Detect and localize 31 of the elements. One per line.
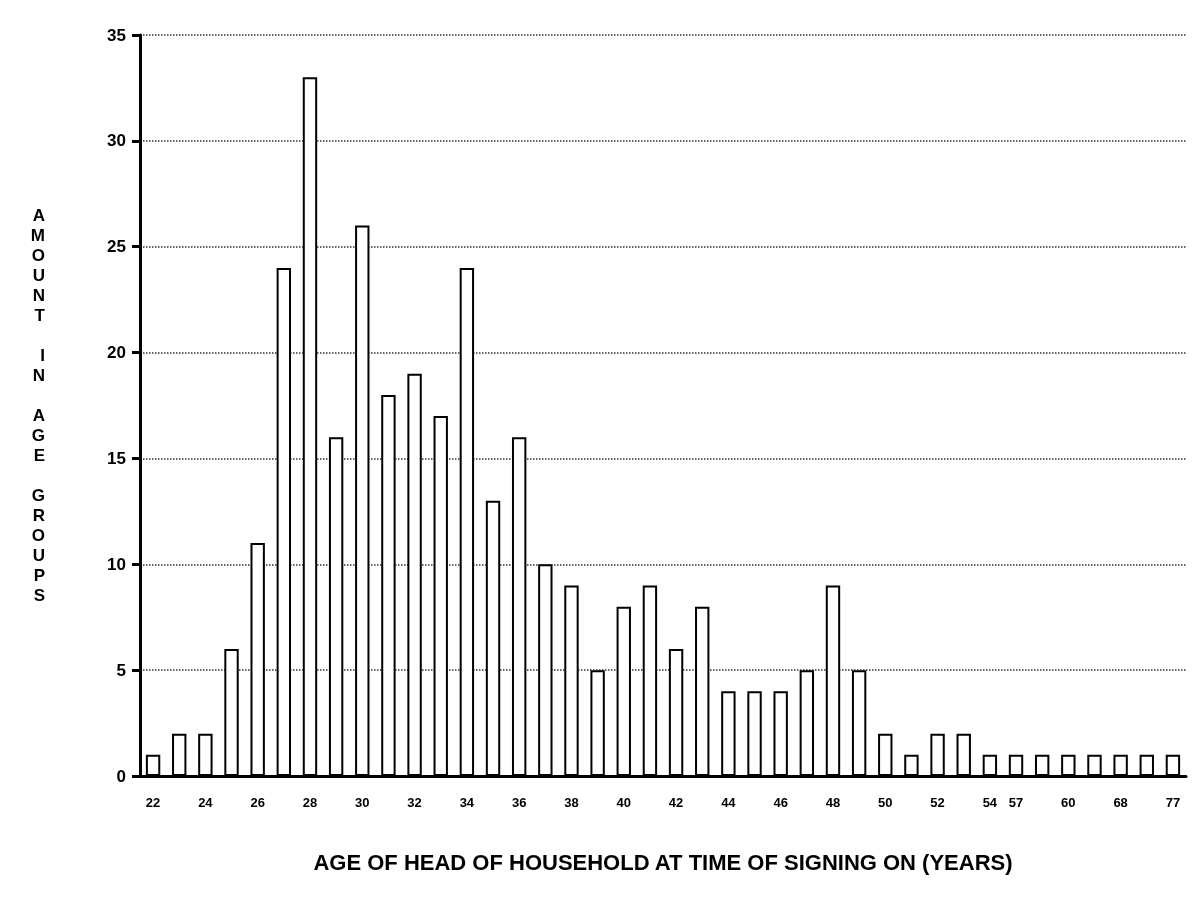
y-tick-label: 25 bbox=[107, 237, 126, 257]
x-tick-label: 57 bbox=[1008, 795, 1024, 810]
x-tick-label: 36 bbox=[511, 795, 527, 810]
y-tick-label: 35 bbox=[107, 25, 126, 45]
x-tick-label: 50 bbox=[878, 795, 893, 810]
x-tick-label: 68 bbox=[1113, 795, 1128, 810]
x-tick-label: 44 bbox=[721, 795, 737, 810]
y-tick-label: 5 bbox=[116, 660, 126, 680]
x-tick-label: 24 bbox=[198, 795, 214, 810]
text: AMOUNT IN AGE GROUPS bbox=[30, 206, 45, 605]
y-tick-label: 10 bbox=[107, 554, 126, 574]
x-tick-label: 32 bbox=[407, 795, 422, 810]
x-tick-label: 77 bbox=[1165, 795, 1181, 810]
x-tick-label: 40 bbox=[616, 795, 632, 810]
x-axis-title: AGE OF HEAD OF HOUSEHOLD AT TIME OF SIGNING ON (YEARS) bbox=[313, 849, 1013, 875]
y-tick-label: 0 bbox=[116, 766, 126, 786]
x-tick-label: 42 bbox=[668, 795, 684, 810]
x-tick-label: 22 bbox=[145, 795, 161, 810]
x-tick-label: 28 bbox=[302, 795, 318, 810]
x-tick-label: 26 bbox=[250, 795, 265, 810]
x-tick-label: 34 bbox=[459, 795, 475, 810]
y-tick-label: 30 bbox=[107, 131, 126, 151]
x-tick-label: 54 bbox=[982, 795, 998, 810]
x-tick-label: 52 bbox=[930, 795, 945, 810]
x-tick-label: 30 bbox=[355, 795, 370, 810]
x-tick-label: 48 bbox=[825, 795, 841, 810]
x-tick-label: 60 bbox=[1061, 795, 1076, 810]
x-tick-label: 38 bbox=[564, 795, 579, 810]
x-tick-label: 46 bbox=[773, 795, 788, 810]
y-tick-label: 20 bbox=[107, 343, 126, 363]
y-tick-label: 15 bbox=[107, 448, 126, 468]
